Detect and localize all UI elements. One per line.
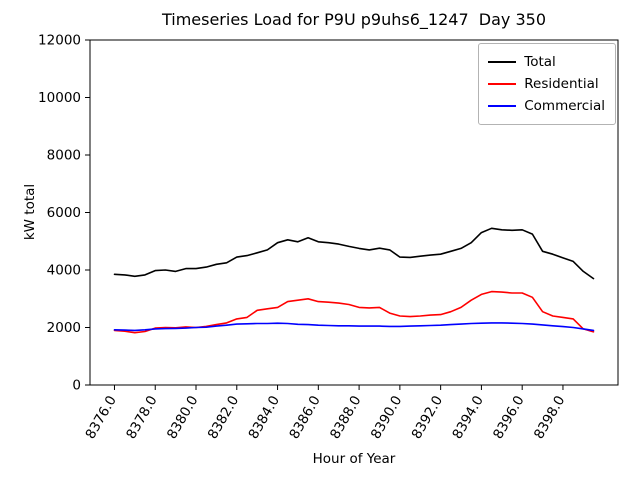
legend-line-icon-commercial	[488, 105, 517, 107]
y-tick-label: 6000	[47, 205, 81, 221]
x-tick-label: 8388.0	[327, 393, 364, 442]
x-axis-label: Hour of Year	[312, 451, 396, 467]
y-tick-label: 12000	[38, 33, 81, 49]
x-tick-label: 8392.0	[409, 393, 446, 442]
chart-title: Timeseries Load for P9U p9uhs6_1247 Day …	[161, 10, 547, 29]
x-tick-label: 8386.0	[286, 393, 323, 442]
x-tick-label: 8394.0	[449, 393, 486, 442]
x-tick-label: 8380.0	[164, 393, 201, 442]
y-tick-label: 10000	[38, 90, 81, 106]
y-tick-label: 4000	[47, 263, 81, 279]
x-tick-label: 8396.0	[490, 393, 527, 442]
x-tick-label: 8390.0	[368, 393, 405, 442]
y-tick-label: 8000	[47, 148, 81, 164]
legend: Total Residential Commercial	[478, 43, 616, 125]
legend-label-commercial: Commercial	[524, 98, 605, 114]
x-tick-label: 8378.0	[123, 393, 160, 442]
y-tick-label: 2000	[47, 320, 81, 336]
series-line-commercial	[113, 322, 595, 332]
y-axis-label: kW total	[22, 183, 38, 241]
x-tick-label: 8382.0	[205, 393, 242, 442]
y-tick-label: 0	[72, 378, 81, 394]
legend-label-total: Total	[524, 54, 556, 70]
x-tick-label: 8384.0	[246, 393, 283, 442]
legend-line-icon-residential	[488, 83, 517, 85]
legend-line-icon-total	[488, 61, 517, 63]
legend-entry-commercial: Commercial	[488, 95, 605, 117]
legend-entry-total: Total	[488, 51, 605, 73]
series-line-total	[113, 227, 595, 280]
legend-label-residential: Residential	[524, 76, 599, 92]
legend-entry-residential: Residential	[488, 73, 605, 95]
x-tick-label: 8398.0	[531, 393, 568, 442]
x-tick-label: 8376.0	[82, 393, 119, 442]
